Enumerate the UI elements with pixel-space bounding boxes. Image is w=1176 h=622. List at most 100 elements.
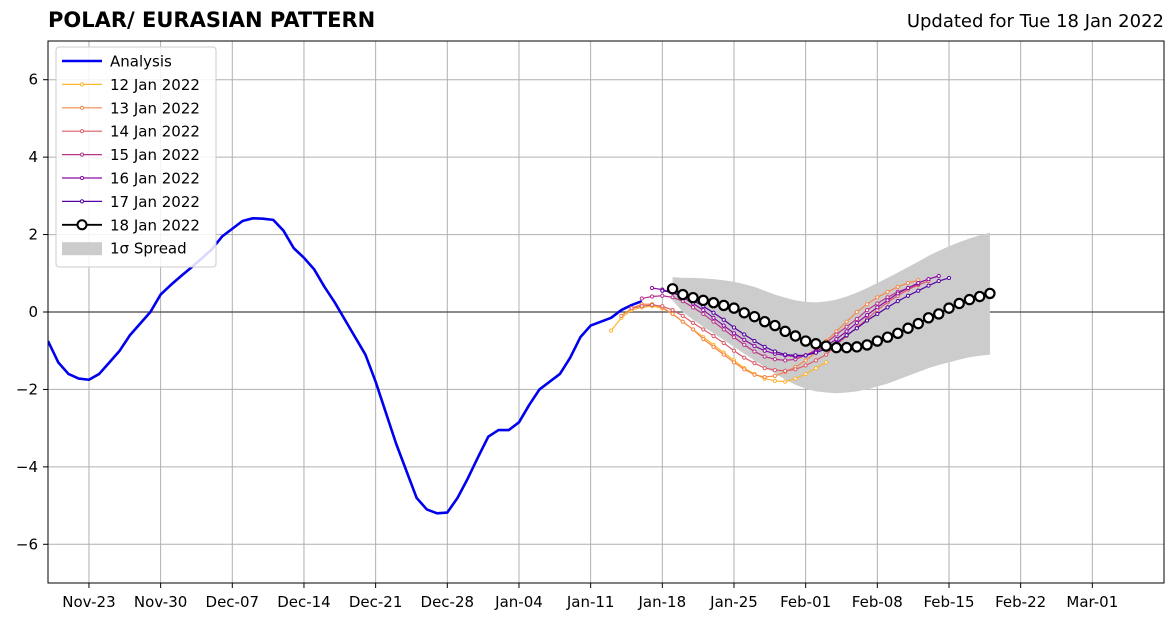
forecast-point <box>772 373 778 378</box>
plot-area <box>48 217 996 515</box>
y-tick-label: −4 <box>16 458 38 476</box>
forecast-point <box>885 289 890 294</box>
legend-swatch-marker <box>79 82 85 87</box>
x-tick-label: Nov-30 <box>134 593 187 611</box>
forecast-point <box>711 315 716 320</box>
x-tick-label: Feb-22 <box>995 593 1046 611</box>
forecast-point <box>905 293 911 298</box>
forecast-point <box>748 310 761 323</box>
forecast-point <box>687 291 699 304</box>
x-tick-label: Mar-01 <box>1066 593 1118 611</box>
forecast-point <box>670 295 675 300</box>
forecast-point <box>772 367 778 373</box>
forecast-point <box>953 297 965 310</box>
forecast-point <box>936 273 941 279</box>
forecast-point <box>875 311 880 317</box>
forecast-point <box>772 378 778 384</box>
forecast-point <box>701 307 706 313</box>
forecast-point <box>875 295 880 300</box>
forecast-point <box>916 280 921 286</box>
legend-box <box>55 46 217 268</box>
forecast-point <box>649 294 655 299</box>
forecast-point <box>912 317 924 330</box>
legend-label: 16 Jan 2022 <box>110 170 200 188</box>
forecast-point <box>783 379 788 384</box>
forecast-point <box>803 363 808 368</box>
forecast-point <box>844 329 849 334</box>
forecast-point <box>690 305 696 310</box>
forecast-point <box>844 333 849 338</box>
forecast-point <box>639 296 644 301</box>
forecast-point <box>660 288 665 293</box>
forecast-point <box>974 290 986 303</box>
forecast-line <box>610 305 827 383</box>
forecast-point <box>752 361 757 366</box>
y-tick-label: 6 <box>28 71 38 89</box>
forecast-point <box>902 322 914 334</box>
forecast-point <box>834 337 839 342</box>
forecast-point <box>824 352 829 357</box>
forecast-point <box>762 374 767 380</box>
forecast-point <box>803 371 808 377</box>
forecast-point <box>649 285 655 291</box>
forecast-point <box>752 349 757 354</box>
forecast-point <box>670 307 675 313</box>
forecast-point <box>895 284 900 289</box>
forecast-line <box>641 283 919 361</box>
x-tick-label: Jan-11 <box>566 593 615 611</box>
forecast-point <box>769 319 781 332</box>
forecast-point <box>813 366 818 371</box>
forecast-point <box>936 278 941 284</box>
y-tick-label: 4 <box>28 148 38 166</box>
forecast-point <box>963 293 976 306</box>
forecast-point <box>885 298 890 303</box>
x-tick-label: Dec-07 <box>206 593 260 611</box>
forecast-point <box>721 352 726 357</box>
forecast-point <box>864 312 870 318</box>
forecast-point <box>649 302 655 308</box>
forecast-point <box>820 340 832 352</box>
forecast-point <box>721 327 726 332</box>
forecast-point <box>752 343 757 349</box>
x-tick-label: Feb-01 <box>780 593 831 611</box>
forecast-point <box>783 358 788 363</box>
forecast-point <box>619 313 624 318</box>
forecast-point <box>742 367 747 372</box>
forecast-point <box>854 320 859 325</box>
forecast-point <box>711 319 716 324</box>
forecast-point <box>752 372 757 377</box>
forecast-point <box>905 280 911 286</box>
legend-label: 1σ Spread <box>110 240 187 258</box>
forecast-point <box>742 342 747 348</box>
y-tick-label: −6 <box>16 535 38 553</box>
forecast-point <box>861 339 873 351</box>
forecast-point <box>789 330 802 342</box>
legend-label: 14 Jan 2022 <box>110 123 200 141</box>
forecast-point <box>731 331 737 336</box>
x-tick-label: Dec-28 <box>421 593 475 611</box>
legend-label: 15 Jan 2022 <box>110 146 200 164</box>
legend-label: 18 Jan 2022 <box>110 216 200 234</box>
forecast-point <box>731 360 737 365</box>
forecast-point <box>629 306 634 311</box>
forecast-point <box>810 338 822 350</box>
forecast-point <box>803 353 808 358</box>
y-tick-label: 2 <box>28 226 38 244</box>
forecast-point <box>922 312 935 324</box>
forecast-point <box>772 349 778 354</box>
forecast-point <box>864 307 870 313</box>
forecast-point <box>721 317 726 322</box>
forecast-point <box>844 324 849 329</box>
forecast-series <box>666 283 996 354</box>
forecast-point <box>813 350 818 355</box>
y-tick-label: −2 <box>16 380 38 398</box>
forecast-point <box>701 311 706 317</box>
forecast-point <box>905 285 911 291</box>
legend-label: 12 Jan 2022 <box>110 76 200 94</box>
forecast-point <box>881 331 894 343</box>
forecast-point <box>738 307 750 319</box>
legend-label: 13 Jan 2022 <box>110 99 200 117</box>
spread-band <box>672 232 990 394</box>
forecast-point <box>697 294 709 307</box>
